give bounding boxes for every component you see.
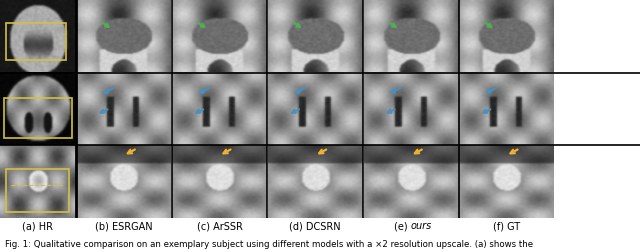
Bar bbox=[6, 23, 67, 59]
Text: (c) ArSSR: (c) ArSSR bbox=[196, 222, 243, 232]
Text: (f) GT: (f) GT bbox=[493, 222, 520, 232]
Text: Fig. 1: Qualitative comparison on an exemplary subject using different models wi: Fig. 1: Qualitative comparison on an exe… bbox=[5, 240, 533, 249]
Text: (a) HR: (a) HR bbox=[22, 222, 53, 232]
Bar bbox=[4, 98, 72, 138]
Text: (e): (e) bbox=[394, 222, 411, 232]
Bar bbox=[6, 169, 70, 212]
Text: (b) ESRGAN: (b) ESRGAN bbox=[95, 222, 153, 232]
Text: ours: ours bbox=[411, 222, 432, 232]
Text: (d) DCSRN: (d) DCSRN bbox=[289, 222, 341, 232]
